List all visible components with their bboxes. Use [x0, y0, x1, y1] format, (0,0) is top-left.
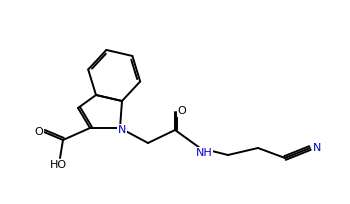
- Text: NH: NH: [196, 148, 212, 158]
- Text: HO: HO: [49, 160, 66, 170]
- Text: O: O: [177, 106, 186, 116]
- Text: O: O: [35, 127, 43, 137]
- Text: N: N: [118, 125, 126, 135]
- Text: N: N: [313, 143, 321, 153]
